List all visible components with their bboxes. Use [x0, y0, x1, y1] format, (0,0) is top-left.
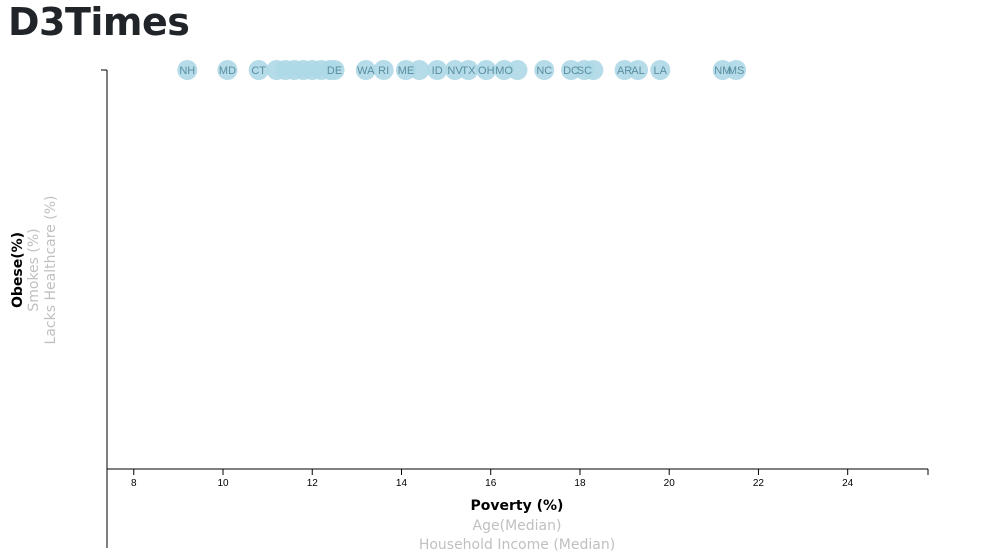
state-point[interactable] [627, 60, 648, 80]
x-tick-label: 20 [664, 478, 676, 489]
state-label: NM [714, 65, 731, 77]
state-label: ME [398, 65, 415, 77]
x-tick-label: 10 [217, 478, 229, 489]
state-point[interactable] [427, 60, 448, 80]
state-point[interactable] [476, 60, 497, 80]
state-point[interactable] [458, 60, 479, 80]
state-point[interactable] [650, 60, 671, 80]
x-tick-label: 16 [485, 478, 497, 489]
state-label: MO [495, 65, 513, 77]
x-tick-label: 14 [396, 478, 408, 489]
state-label: MS [728, 65, 745, 77]
y-label-obese[interactable]: Obese(%) [10, 232, 26, 308]
state-label: NV [447, 65, 463, 77]
state-label: LA [654, 65, 668, 77]
state-label: DC [563, 65, 579, 77]
y-label-smokes[interactable]: Smokes (%) [26, 228, 42, 311]
state-point[interactable] [534, 60, 555, 80]
state-point[interactable] [373, 60, 394, 80]
state-point[interactable] [355, 60, 376, 80]
state-label: OH [478, 65, 495, 77]
y-axis-labels: Obese(%) Smokes (%) Lacks Healthcare (%) [10, 196, 59, 345]
x-tick-label: 24 [842, 478, 854, 489]
x-axis-labels: Poverty (%) Age(Median) Household Income… [419, 498, 615, 553]
state-label: CT [251, 65, 266, 77]
state-point[interactable] [248, 60, 269, 80]
state-label: TX [461, 65, 476, 77]
state-point[interactable] [409, 60, 430, 80]
brand-title: D3Times [8, 0, 190, 44]
state-label: ID [432, 65, 443, 77]
x-tick-label: 18 [574, 478, 586, 489]
state-point[interactable] [583, 60, 604, 80]
state-label: AR [617, 65, 632, 77]
x-label-income[interactable]: Household Income (Median) [419, 537, 615, 553]
x-axis-ticks: 8 10 12 14 16 18 20 22 24 [131, 469, 854, 489]
state-label: DE [327, 65, 342, 77]
state-point[interactable] [217, 60, 238, 80]
y-axis [101, 69, 108, 548]
x-tick-label: 8 [131, 478, 137, 489]
state-label: NC [536, 65, 552, 77]
state-label: SC [577, 65, 592, 77]
state-label: MD [219, 65, 236, 77]
x-label-age[interactable]: Age(Median) [473, 518, 562, 534]
state-point[interactable] [177, 60, 198, 80]
state-point[interactable] [507, 60, 528, 80]
state-point[interactable] [324, 60, 345, 80]
x-axis: 8 10 12 14 16 18 20 22 24 [107, 468, 929, 489]
x-tick-label: 12 [307, 478, 319, 489]
state-point[interactable] [726, 60, 747, 80]
x-label-poverty[interactable]: Poverty (%) [471, 498, 564, 514]
x-tick-label: 22 [753, 478, 765, 489]
state-label: NH [179, 65, 195, 77]
y-label-lacks-healthcare[interactable]: Lacks Healthcare (%) [43, 196, 59, 345]
state-label: WA [357, 65, 375, 77]
state-label: RI [378, 65, 389, 77]
state-label: AL [631, 65, 644, 77]
